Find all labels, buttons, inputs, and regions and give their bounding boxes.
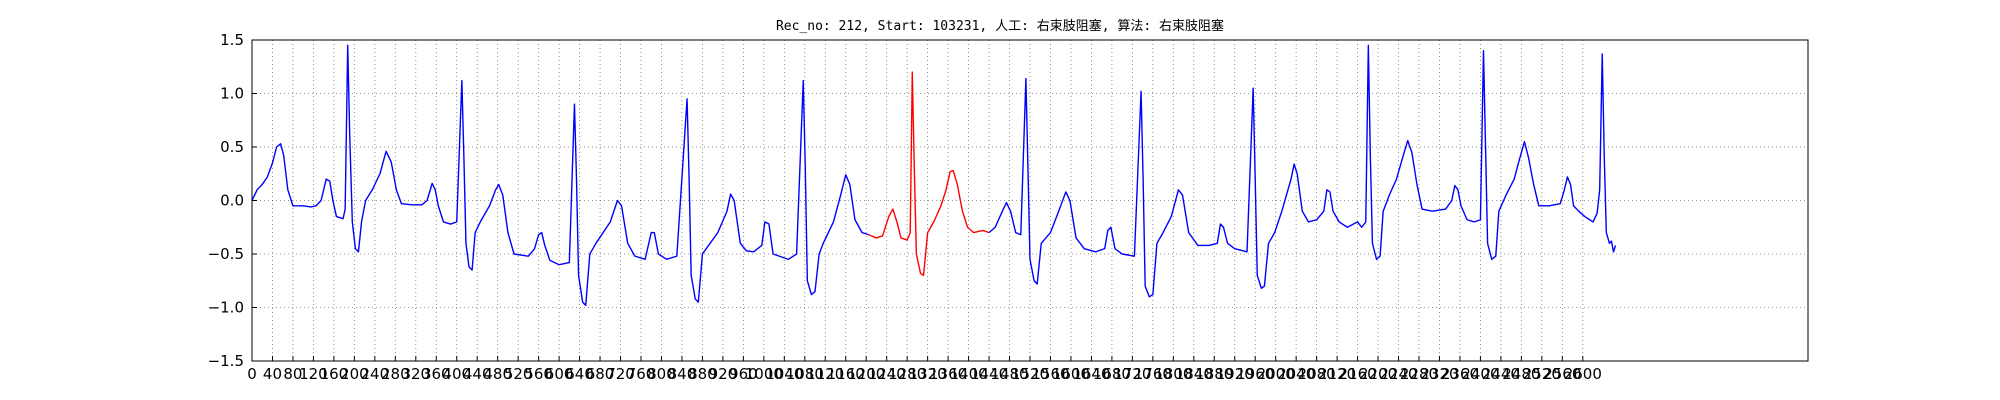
y-tick-label: −1.0 — [208, 299, 244, 317]
x-tick-label: 1560 — [1031, 365, 1069, 383]
x-tick-label: 2120 — [1318, 365, 1356, 383]
x-tick-label: 960 — [729, 365, 758, 383]
x-tick-label: 2200 — [1359, 365, 1397, 383]
x-tick-label: 40 — [263, 365, 282, 383]
x-tick-label: 400 — [442, 365, 471, 383]
chart-title: Rec_no: 212, Start: 103231, 人工: 右束肢阻塞, 算… — [776, 18, 1224, 34]
x-tick-label: 1720 — [1113, 365, 1151, 383]
x-axis: 0 40 8012016020024028032036040044048052056… — [247, 356, 1602, 383]
y-tick-label: −0.5 — [208, 245, 244, 263]
x-tick-label: 240 — [361, 365, 390, 383]
x-tick-label: 1480 — [990, 365, 1028, 383]
y-tick-label: 1.0 — [220, 85, 244, 103]
y-axis: −1.5 −1.0 −0.5 0.0 0.5 1.0 1.5 — [208, 31, 257, 370]
x-tick-label: 2440 — [1482, 365, 1520, 383]
signal-line-highlight — [868, 71, 990, 277]
x-tick-label: 600 — [545, 365, 574, 383]
x-tick-label: 0 — [247, 365, 257, 383]
x-tick-label: 1800 — [1154, 365, 1192, 383]
x-tick-label: 560 — [524, 365, 553, 383]
x-tick-label: 1360 — [929, 365, 967, 383]
x-tick-label: 1600 — [1052, 365, 1090, 383]
x-tick-label: 720 — [606, 365, 635, 383]
x-tick-label: 2160 — [1338, 365, 1376, 383]
x-tick-label: 520 — [504, 365, 533, 383]
x-tick-label: 2040 — [1277, 365, 1315, 383]
x-tick-label: 1400 — [949, 365, 987, 383]
x-tick-label: 1240 — [868, 365, 906, 383]
x-tick-label: 440 — [463, 365, 492, 383]
y-tick-label: 0.0 — [220, 192, 244, 210]
x-tick-label: 1680 — [1093, 365, 1131, 383]
x-tick-label: 1640 — [1072, 365, 1110, 383]
x-tick-label: 1880 — [1195, 365, 1233, 383]
x-tick-label: 2320 — [1420, 365, 1458, 383]
x-tick-label: 640 — [565, 365, 594, 383]
x-tick-label: 320 — [401, 365, 430, 383]
x-tick-label: 1440 — [970, 365, 1008, 383]
x-tick-label: 920 — [709, 365, 738, 383]
x-tick-label: 1760 — [1134, 365, 1172, 383]
x-tick-label: 2280 — [1400, 365, 1438, 383]
signal-series — [251, 44, 1617, 307]
y-tick-label: 1.5 — [220, 31, 244, 49]
x-tick-label: 2000 — [1257, 365, 1295, 383]
x-tick-label: 360 — [422, 365, 451, 383]
x-tick-label: 1320 — [909, 365, 947, 383]
x-tick-label: 800 — [647, 365, 676, 383]
x-tick-label: 1200 — [847, 365, 885, 383]
x-tick-label: 2360 — [1441, 365, 1479, 383]
x-tick-label: 80 — [283, 365, 302, 383]
x-tick-label: 1840 — [1175, 365, 1213, 383]
x-tick-label: 280 — [381, 365, 410, 383]
x-tick-label: 1520 — [1011, 365, 1049, 383]
x-tick-label: 2240 — [1379, 365, 1417, 383]
x-tick-label: 1120 — [806, 365, 844, 383]
x-tick-label: 200 — [340, 365, 369, 383]
x-tick-label: 1960 — [1236, 365, 1274, 383]
x-tick-label: 2600 — [1564, 365, 1602, 383]
x-tick-label: 680 — [586, 365, 615, 383]
x-tick-label: 1000 — [745, 365, 783, 383]
y-tick-label: −1.5 — [208, 352, 244, 370]
signal-line-start — [251, 44, 869, 307]
x-tick-label: 2560 — [1543, 365, 1581, 383]
x-tick-label: 840 — [668, 365, 697, 383]
x-tick-label: 1920 — [1216, 365, 1254, 383]
x-tick-label: 1040 — [765, 365, 803, 383]
x-tick-label: 760 — [627, 365, 656, 383]
x-tick-label: 1080 — [786, 365, 824, 383]
x-tick-label: 2520 — [1523, 365, 1561, 383]
grid — [251, 39, 1808, 362]
x-tick-label: 2080 — [1298, 365, 1336, 383]
x-tick-label: 2400 — [1461, 365, 1499, 383]
y-tick-label: 0.5 — [220, 138, 244, 156]
x-tick-label: 120 — [299, 365, 328, 383]
x-tick-label: 160 — [320, 365, 349, 383]
signal-line-end — [988, 44, 1617, 298]
x-tick-label: 1280 — [888, 365, 926, 383]
x-tick-label: 480 — [483, 365, 512, 383]
x-tick-label: 2480 — [1502, 365, 1540, 383]
x-tick-label: 880 — [688, 365, 717, 383]
x-tick-label: 1160 — [827, 365, 865, 383]
